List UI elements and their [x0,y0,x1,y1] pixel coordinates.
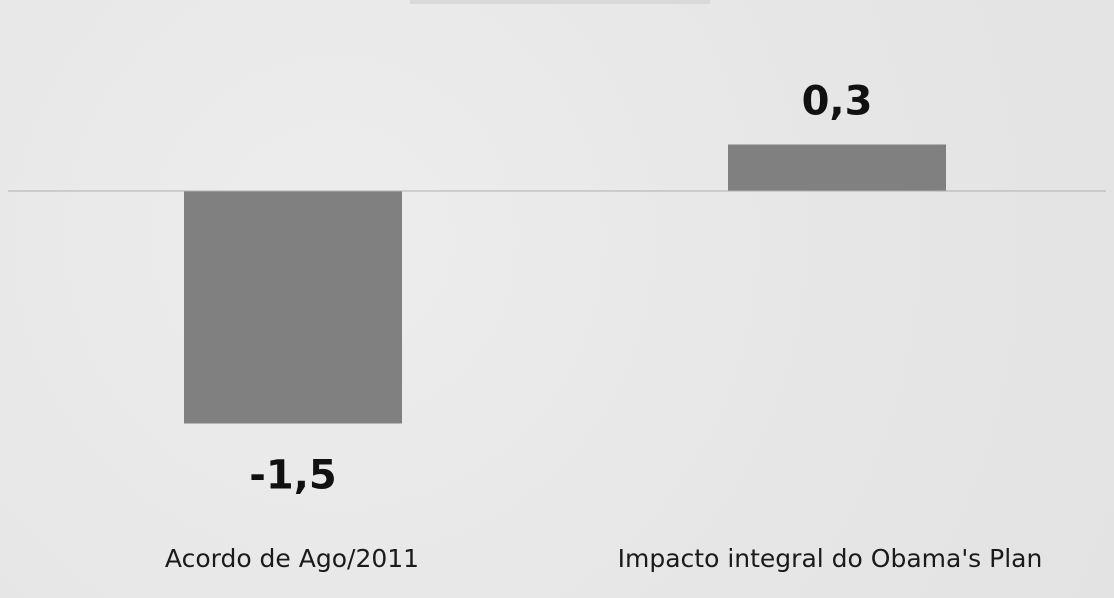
category-label-0: Acordo de Ago/2011 [165,544,419,573]
bar-1 [728,144,946,191]
bar-0 [184,191,402,424]
bars-layer [184,144,946,424]
value-label-0: -1,5 [249,453,336,499]
value-label-1: 0,3 [802,79,873,125]
labels-layer: -1,5 Acordo de Ago/2011 0,3 Impacto integra… [165,79,1042,574]
cropped-title-fragment [410,0,710,4]
category-label-1: Impacto integral do Obama's Plan [618,544,1043,573]
